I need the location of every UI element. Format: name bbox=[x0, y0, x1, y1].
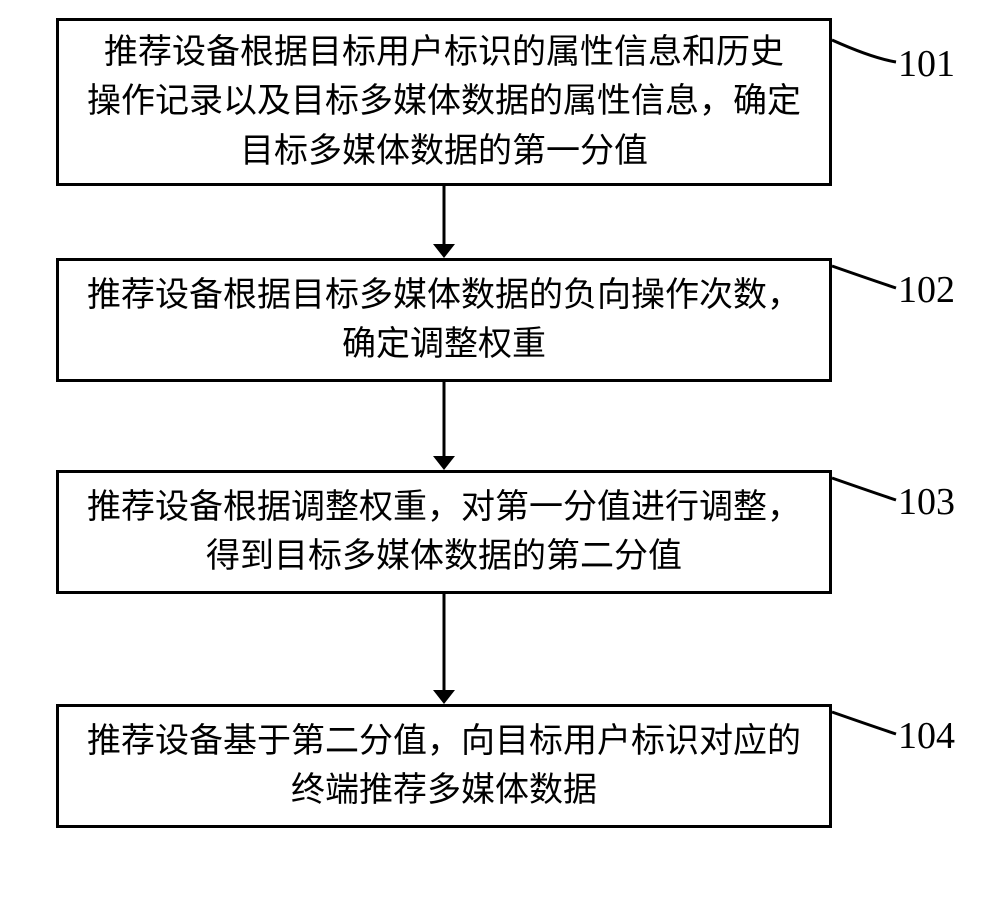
step-box-102: 推荐设备根据目标多媒体数据的负向操作次数， 确定调整权重 bbox=[56, 258, 832, 382]
step-text-103: 推荐设备根据调整权重，对第一分值进行调整， 得到目标多媒体数据的第二分值 bbox=[87, 483, 801, 582]
step-box-103: 推荐设备根据调整权重，对第一分值进行调整， 得到目标多媒体数据的第二分值 bbox=[56, 470, 832, 594]
step-text-104: 推荐设备基于第二分值，向目标用户标识对应的 终端推荐多媒体数据 bbox=[87, 717, 801, 816]
flowchart-canvas: 推荐设备根据目标用户标识的属性信息和历史 操作记录以及目标多媒体数据的属性信息，… bbox=[0, 0, 1000, 904]
step-label-102: 102 bbox=[898, 268, 955, 312]
step-text-101: 推荐设备根据目标用户标识的属性信息和历史 操作记录以及目标多媒体数据的属性信息，… bbox=[87, 28, 801, 176]
step-box-101: 推荐设备根据目标用户标识的属性信息和历史 操作记录以及目标多媒体数据的属性信息，… bbox=[56, 18, 832, 186]
step-box-104: 推荐设备基于第二分值，向目标用户标识对应的 终端推荐多媒体数据 bbox=[56, 704, 832, 828]
step-label-103: 103 bbox=[898, 480, 955, 524]
step-label-101: 101 bbox=[898, 42, 955, 86]
step-text-102: 推荐设备根据目标多媒体数据的负向操作次数， 确定调整权重 bbox=[87, 271, 801, 370]
step-label-104: 104 bbox=[898, 714, 955, 758]
